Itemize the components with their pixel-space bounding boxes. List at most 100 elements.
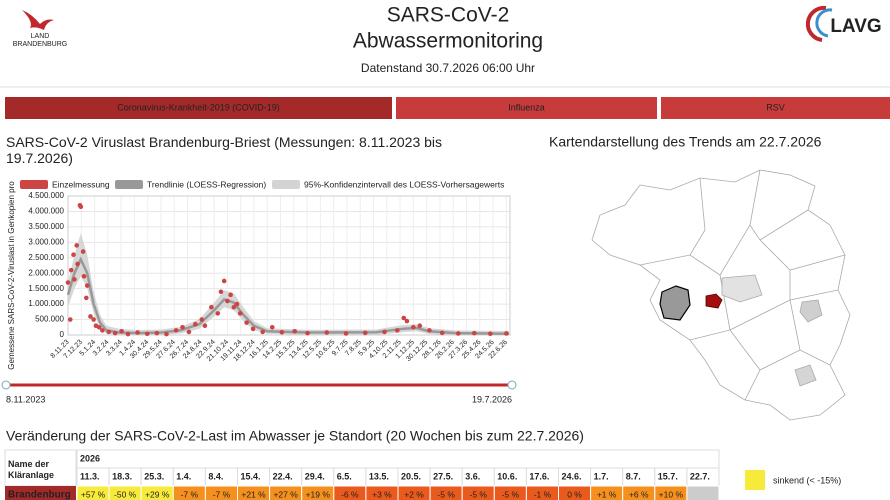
cell-value: 0 % [567,489,582,499]
measurement-point [228,292,233,298]
column-header: 8.7. [626,471,641,481]
measurement-point [84,283,90,288]
district-selected [659,285,691,321]
logo-arc [815,8,833,38]
y-tick-label: 1.000.000 [28,299,64,308]
measurement-point [215,311,221,316]
page-title: SARS-CoV-2 [387,4,510,27]
cell-value: +19 % [306,489,331,499]
measurement-point [180,324,185,330]
measurement-point [186,329,192,335]
measurement-point [96,324,102,330]
legend-label[interactable]: 95%-Konfidenzintervall des LOESS-Vorhers… [304,179,504,189]
legend-swatch[interactable] [20,180,48,189]
measurement-point [343,331,349,336]
measurement-point [144,331,150,337]
measurement-point [91,317,96,322]
tab-label[interactable]: Influenza [508,102,545,112]
column-header: 17.6. [529,471,549,481]
cell-value: +1 % [597,489,617,499]
column-header: 22.7. [690,471,710,481]
legend-label: sinkend (< -15%) [773,475,841,485]
column-header: 27.5. [433,471,453,481]
district [799,299,823,323]
cell-value: -1 % [534,489,552,499]
measurement-point [71,252,76,257]
tab-bar: Coronavirus-Krankheit-2019 (COVID-19) Inf… [5,97,890,119]
row-name: Brandenburg [8,490,71,500]
measurement-point [237,311,243,316]
page-title: Abwassermonitoring [353,30,543,53]
measurement-point [72,277,77,282]
legend-swatch[interactable] [272,180,300,189]
column-header: 24.6. [562,471,582,481]
cell-value: +27 % [273,489,298,499]
district [794,364,817,387]
map[interactable] [591,169,851,421]
column-header: 10.6. [497,471,517,481]
logo-text: LAVG [830,16,881,37]
tab-label[interactable]: RSV [766,102,785,112]
measurement-point [234,301,240,307]
legend-label[interactable]: Einzelmessung [52,179,110,189]
year-cell [76,449,720,469]
measurement-point [225,298,230,304]
measurement-point [401,315,407,321]
measurement-point [209,304,214,310]
column-header: 13.5. [369,471,389,481]
measurement-point [305,330,310,336]
measurement-point [382,329,387,335]
legend-swatch [745,470,765,490]
cell-value: +3 % [372,489,392,499]
table-title: Veränderung der SARS-CoV-2-Last im Abwas… [6,428,584,444]
measurement-point [455,331,461,336]
y-tick-label: 4.000.000 [28,207,64,216]
range-handle[interactable] [1,380,11,390]
y-tick-label: 2.500.000 [28,253,64,262]
legend-swatch[interactable] [115,180,143,189]
y-tick-label: 3.500.000 [28,222,64,231]
cell-value: +21 % [241,489,266,499]
measurement-point [88,314,93,319]
cell-value: +10 % [659,489,684,499]
measurement-point [395,328,400,333]
logo-text: BRANDENBURG [13,41,67,48]
cell-value: -5 % [437,489,455,499]
range-handle[interactable] [507,380,517,390]
column-header: 15.7. [658,471,678,481]
tab[interactable] [661,97,890,119]
measurement-point [74,243,80,248]
measurement-point [279,329,285,335]
tab[interactable] [396,97,657,119]
measurement-point [199,317,205,322]
cell-value: -7 % [213,489,231,499]
measurement-point [112,330,118,336]
cell-value: +57 % [81,489,106,499]
measurement-point [250,326,256,332]
measurement-point [439,330,445,336]
tab-label[interactable]: Coronavirus-Krankheit-2019 (COVID-19) [117,102,280,112]
page-subtitle: Datenstand 30.7.2026 06:00 Uhr [361,61,535,75]
cell-value: -5 % [470,489,488,499]
state-outline [591,169,851,421]
value-cell [686,485,720,500]
tab[interactable] [5,97,392,119]
measurement-point [193,321,198,327]
legend-label[interactable]: Trendlinie (LOESS-Regression) [147,179,266,189]
logo-left[interactable]: LAND BRANDENBURG [13,10,67,48]
logo-right[interactable]: LAVG [805,5,882,42]
y-tick-label: 1.500.000 [28,284,64,293]
column-header: 22.4. [273,471,293,481]
measurement-point [125,331,131,337]
cell-value: -6 % [341,489,359,499]
measurement-point [417,323,423,329]
trend-table: Name der Kläranlage 2026 11.3. 18.3. 25.3. 1.4… [4,449,720,500]
measurement-point [362,330,368,336]
measurement-point [106,329,112,335]
y-tick-label: 0 [60,330,65,339]
measurement-point [78,204,84,210]
measurement-point [100,328,105,333]
column-header: 6.5. [337,471,352,481]
